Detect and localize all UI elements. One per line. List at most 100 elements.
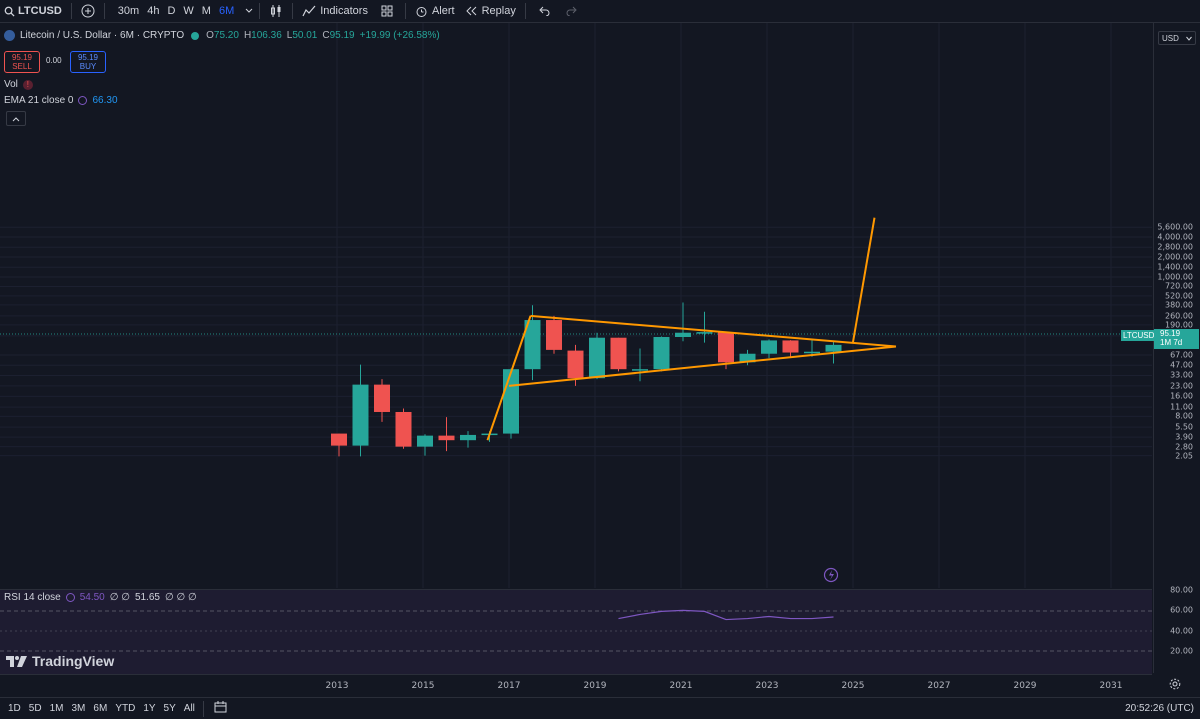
alert-button[interactable]: Alert [410, 0, 460, 22]
candle [395, 408, 412, 449]
clock-label[interactable]: 20:52:26 (UTC) [1125, 703, 1194, 714]
range-ytd[interactable]: YTD [115, 703, 136, 714]
compare-button[interactable] [76, 0, 100, 22]
range-3m[interactable]: 3M [71, 703, 86, 714]
timeframe-4h[interactable]: 4h [147, 5, 160, 17]
lightning-icon[interactable] [823, 567, 839, 583]
rsi-legend[interactable]: RSI 14 close 54.50 ∅ ∅ 51.65 ∅ ∅ ∅ [4, 592, 197, 603]
last-price-value: 95.19 [1160, 329, 1181, 338]
redo-button[interactable] [558, 0, 586, 22]
volume-legend[interactable]: Vol ! [4, 79, 33, 90]
currency-selector[interactable]: USD [1158, 31, 1196, 45]
rsi-pane[interactable]: RSI 14 close 54.50 ∅ ∅ 51.65 ∅ ∅ ∅ Tradi… [0, 589, 1152, 674]
open-key: O [206, 30, 214, 41]
timeframe-w[interactable]: W [183, 5, 194, 17]
candle-body [696, 332, 713, 334]
market-status-icon [191, 31, 200, 40]
tradingview-logo[interactable]: TradingView [6, 653, 114, 669]
chart-type-button[interactable] [264, 0, 288, 22]
chevron-down-icon[interactable] [243, 0, 255, 22]
timeframe-30m[interactable]: 30m [117, 5, 140, 17]
rsi-line [618, 609, 834, 621]
divider [70, 3, 72, 19]
range-5y[interactable]: 5Y [163, 703, 176, 714]
range-1m[interactable]: 1M [49, 703, 64, 714]
candle [374, 379, 390, 422]
time-axis[interactable]: 2013 2015 2017 2019 2021 2023 2025 2027 2029 2031 [0, 674, 1152, 697]
undo-button[interactable] [530, 0, 558, 22]
candle-body [782, 340, 799, 353]
time-axis-label: 2015 [411, 681, 435, 691]
candle-body [804, 351, 820, 354]
candle [352, 364, 369, 457]
price-chart[interactable] [0, 23, 1152, 588]
litecoin-logo-icon [4, 30, 15, 41]
rsi-axis-label: 60.00 [1170, 605, 1193, 615]
chevron-down-icon [1186, 36, 1192, 41]
spread-value: 0.00 [46, 56, 62, 65]
price-axis[interactable]: USD 5,600.00 4,000.00 2,800.00 2,000.00 1,40… [1153, 23, 1200, 673]
triangle-lower-line[interactable] [508, 345, 897, 387]
price-axis-label: 2,800.00 [1157, 242, 1193, 252]
timeframe-6m[interactable]: 6M [218, 5, 235, 17]
candle [438, 417, 455, 452]
timeframe-d[interactable]: D [167, 5, 176, 17]
replay-label: Replay [481, 5, 516, 17]
buy-label: BUY [79, 62, 97, 71]
candle [653, 336, 670, 372]
range-all[interactable]: All [183, 703, 195, 714]
candle-body [460, 434, 476, 441]
open-value: 75.20 [213, 30, 239, 41]
chevron-up-icon [12, 116, 20, 121]
replay-button[interactable]: Replay [460, 0, 521, 22]
change-value: +19.99 (+26.58%) [359, 30, 440, 41]
range-5d[interactable]: 5D [28, 703, 42, 714]
buy-button[interactable]: 95.19 BUY [70, 51, 106, 73]
indicators-button[interactable]: Indicators [297, 0, 373, 22]
breakout-projection-line[interactable] [852, 217, 876, 343]
price-axis-label: 2.80 [1175, 442, 1193, 452]
goto-date-button[interactable] [208, 701, 233, 716]
axis-settings-button[interactable] [1169, 678, 1181, 693]
divider [259, 3, 261, 19]
indicators-label: Indicators [320, 5, 368, 17]
warning-icon: ! [22, 79, 33, 90]
ema-legend[interactable]: EMA 21 close 0 66.30 [4, 95, 118, 106]
divider [292, 3, 294, 19]
price-axis-label: 16.00 [1170, 391, 1193, 401]
drawings[interactable] [486, 217, 897, 441]
candle [460, 431, 476, 448]
divider [404, 3, 406, 19]
divider [524, 3, 526, 19]
sell-label: SELL [12, 62, 32, 71]
search-icon [4, 6, 15, 17]
time-axis-label: 2019 [583, 681, 607, 691]
high-value: 106.36 [251, 30, 282, 41]
candle [739, 349, 756, 366]
candle [503, 368, 519, 439]
price-axis-label: 3.90 [1175, 432, 1193, 442]
layouts-button[interactable] [373, 0, 401, 22]
timeframe-m[interactable]: M [201, 5, 211, 17]
candles-icon [271, 5, 281, 17]
candle-body [546, 320, 562, 350]
legend-title: Litecoin / U.S. Dollar · 6M · CRYPTO [20, 30, 185, 41]
price-axis-label: 8.00 [1175, 411, 1193, 421]
divider [202, 700, 204, 717]
collapse-legend-button[interactable] [6, 111, 26, 126]
price-axis-label: 67.00 [1170, 350, 1193, 360]
symbol-search[interactable]: LTCUSD [0, 0, 67, 22]
sell-button[interactable]: 95.19 SELL [4, 51, 40, 73]
high-key: H [243, 30, 252, 41]
pole-line[interactable] [486, 315, 532, 441]
price-axis-label: 33.00 [1170, 370, 1193, 380]
range-6m[interactable]: 6M [93, 703, 108, 714]
time-axis-label: 2031 [1099, 681, 1123, 691]
tradingview-logo-icon [6, 655, 27, 667]
time-axis-label: 2013 [325, 681, 349, 691]
triangle-upper-line[interactable] [530, 314, 897, 348]
range-1d[interactable]: 1D [8, 703, 21, 714]
close-key: C [322, 30, 330, 41]
range-1y[interactable]: 1Y [143, 703, 156, 714]
candle-body [589, 337, 605, 379]
